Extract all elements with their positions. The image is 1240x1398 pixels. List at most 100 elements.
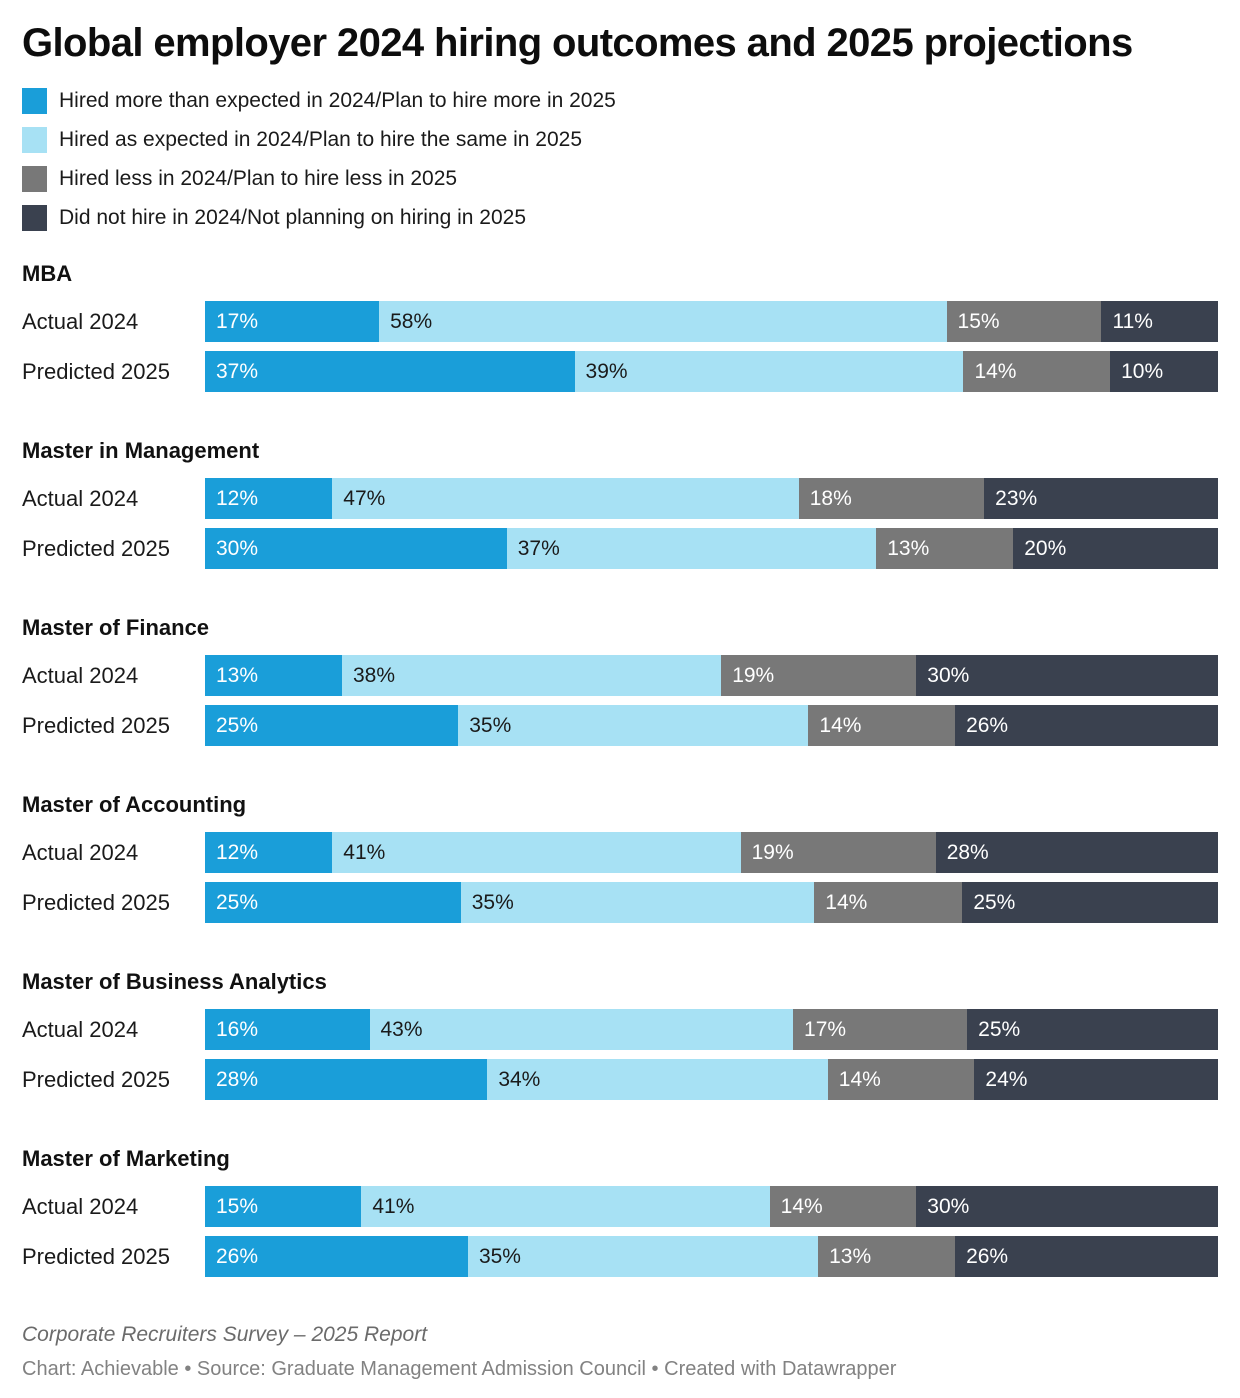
section-title: Master of Marketing (22, 1146, 230, 1171)
segment-value: 14 (825, 891, 867, 915)
segment-value: 13 (887, 537, 929, 561)
bar-segment: 14 (808, 705, 956, 746)
bar-segment: 12 (205, 832, 333, 873)
footer: Corporate Recruiters Survey – 2025 Repor… (22, 1323, 1218, 1381)
segment-value: 37 (518, 537, 560, 561)
row-label: Actual 2024 (22, 485, 139, 511)
segment-value: 11 (1112, 310, 1153, 334)
legend-swatch-hired-more-icon (22, 88, 47, 114)
bar-row: Actual 2024 12 41 19 28 (22, 832, 1218, 873)
bar-segment: 30 (205, 528, 507, 569)
segment-value: 25 (216, 891, 258, 915)
segment-value: 14 (839, 1068, 881, 1092)
bar-segment: 15 (205, 1186, 362, 1227)
bar-segment: 39 (574, 351, 964, 392)
bar-segment: 28 (205, 1059, 488, 1100)
section-title: Master of Accounting (22, 792, 247, 817)
segment-value: 20 (1024, 537, 1066, 561)
bar-row: Predicted 2025 30 37 13 20 (22, 528, 1218, 569)
legend-label: Hired as expected in 2024/Plan to hire t… (59, 128, 583, 151)
row-label: Predicted 2025 (22, 358, 170, 384)
bar-segment: 20 (1013, 528, 1218, 569)
section-master-in-management: Master in Management Actual 2024 12 47 1… (22, 438, 1219, 569)
bar-segment: 12 (205, 478, 333, 519)
stacked-bar: 28 34 14 24 (205, 1059, 1218, 1100)
segment-value: 26 (966, 714, 1008, 738)
bar-segment: 30 (916, 1186, 1218, 1227)
footer-source: Corporate Recruiters Survey – 2025 Repor… (22, 1323, 428, 1346)
stacked-bar: 25 35 14 25 (205, 882, 1219, 923)
bar-row: Actual 2024 15 41 14 30 (22, 1186, 1218, 1227)
segment-value: 28 (947, 841, 989, 865)
footer-credit: Chart: Achievable • Source: Graduate Man… (22, 1358, 897, 1380)
segment-value: 43 (381, 1018, 423, 1042)
segment-value: 26 (966, 1245, 1008, 1269)
bar-segment: 17 (205, 301, 380, 342)
row-label: Predicted 2025 (22, 712, 170, 738)
section-master-of-accounting: Master of Accounting Actual 2024 12 41 1… (22, 792, 1219, 923)
section-master-of-finance: Master of Finance Actual 2024 13 38 19 3… (22, 615, 1218, 746)
bar-segment: 11 (1101, 301, 1218, 342)
segment-value: 17 (804, 1018, 846, 1042)
segment-value: 13 (829, 1245, 871, 1269)
bar-segment: 19 (721, 655, 917, 696)
bar-segment: 43 (369, 1009, 794, 1050)
segment-value: 34 (498, 1068, 540, 1092)
stacked-bar: 30 37 13 20 (205, 528, 1218, 569)
segment-value: 26 (216, 1245, 258, 1269)
section-title: Master of Business Analytics (22, 969, 327, 994)
segment-value: 10 (1121, 360, 1163, 384)
row-label: Actual 2024 (22, 1016, 139, 1042)
bar-segment: 35 (467, 1236, 819, 1277)
bar-segment: 47 (332, 478, 799, 519)
segment-value: 12 (216, 841, 258, 865)
segment-value: 23 (995, 487, 1037, 511)
legend-item: Did not hire in 2024/Not planning on hir… (22, 205, 1218, 231)
bar-segment: 14 (769, 1186, 917, 1227)
segment-value: 35 (469, 714, 511, 738)
segment-value: 16 (216, 1018, 258, 1042)
segment-value: 25 (216, 714, 258, 738)
bar-segment: 35 (460, 882, 815, 923)
row-label: Actual 2024 (22, 839, 139, 865)
bar-segment: 34 (487, 1059, 828, 1100)
row-label: Predicted 2025 (22, 535, 170, 561)
segment-value: 17 (216, 310, 258, 334)
row-label: Actual 2024 (22, 662, 139, 688)
segment-value: 39 (586, 360, 628, 384)
legend-label: Hired less in 2024/Plan to hire less in … (59, 167, 458, 190)
bar-segment: 41 (332, 832, 741, 873)
segment-value: 38 (353, 664, 395, 688)
segment-value: 18 (810, 487, 852, 511)
bar-segment: 10 (1110, 351, 1218, 392)
segment-value: 24 (985, 1068, 1027, 1092)
bar-segment: 14 (814, 882, 963, 923)
bar-segment: 25 (205, 705, 459, 746)
bar-segment: 14 (827, 1059, 975, 1100)
legend-swatch-hired-as-expected-icon (22, 127, 47, 153)
segment-value: 28 (216, 1068, 258, 1092)
segment-value: 14 (819, 714, 861, 738)
legend-item: Hired more than expected in 2024/Plan to… (22, 88, 1218, 114)
bar-segment: 26 (955, 705, 1218, 746)
stacked-bar: 12 47 18 23 (205, 478, 1219, 519)
segment-value: 30 (927, 664, 969, 688)
segment-value: 19 (732, 664, 774, 688)
segment-value: 47 (343, 487, 385, 511)
row-label: Predicted 2025 (22, 889, 170, 915)
chart-title: Global employer 2024 hiring outcomes and… (22, 21, 1133, 65)
bar-segment: 25 (205, 882, 461, 923)
section-master-of-business-analytics: Master of Business Analytics Actual 2024… (22, 969, 1218, 1100)
row-label: Predicted 2025 (22, 1066, 170, 1092)
bar-segment: 15 (946, 301, 1102, 342)
bar-segment: 25 (962, 882, 1219, 923)
section-title: MBA (22, 261, 73, 286)
bar-segment: 16 (205, 1009, 370, 1050)
bar-row: Predicted 2025 37 39 14 10 (22, 351, 1218, 392)
stacked-bar: 12 41 19 28 (205, 832, 1218, 873)
legend-swatch-did-not-hire-icon (22, 205, 47, 231)
stacked-bar: 26 35 13 26 (205, 1236, 1218, 1277)
bar-segment: 38 (341, 655, 722, 696)
segment-value: 30 (216, 537, 258, 561)
segment-value: 19 (752, 841, 794, 865)
